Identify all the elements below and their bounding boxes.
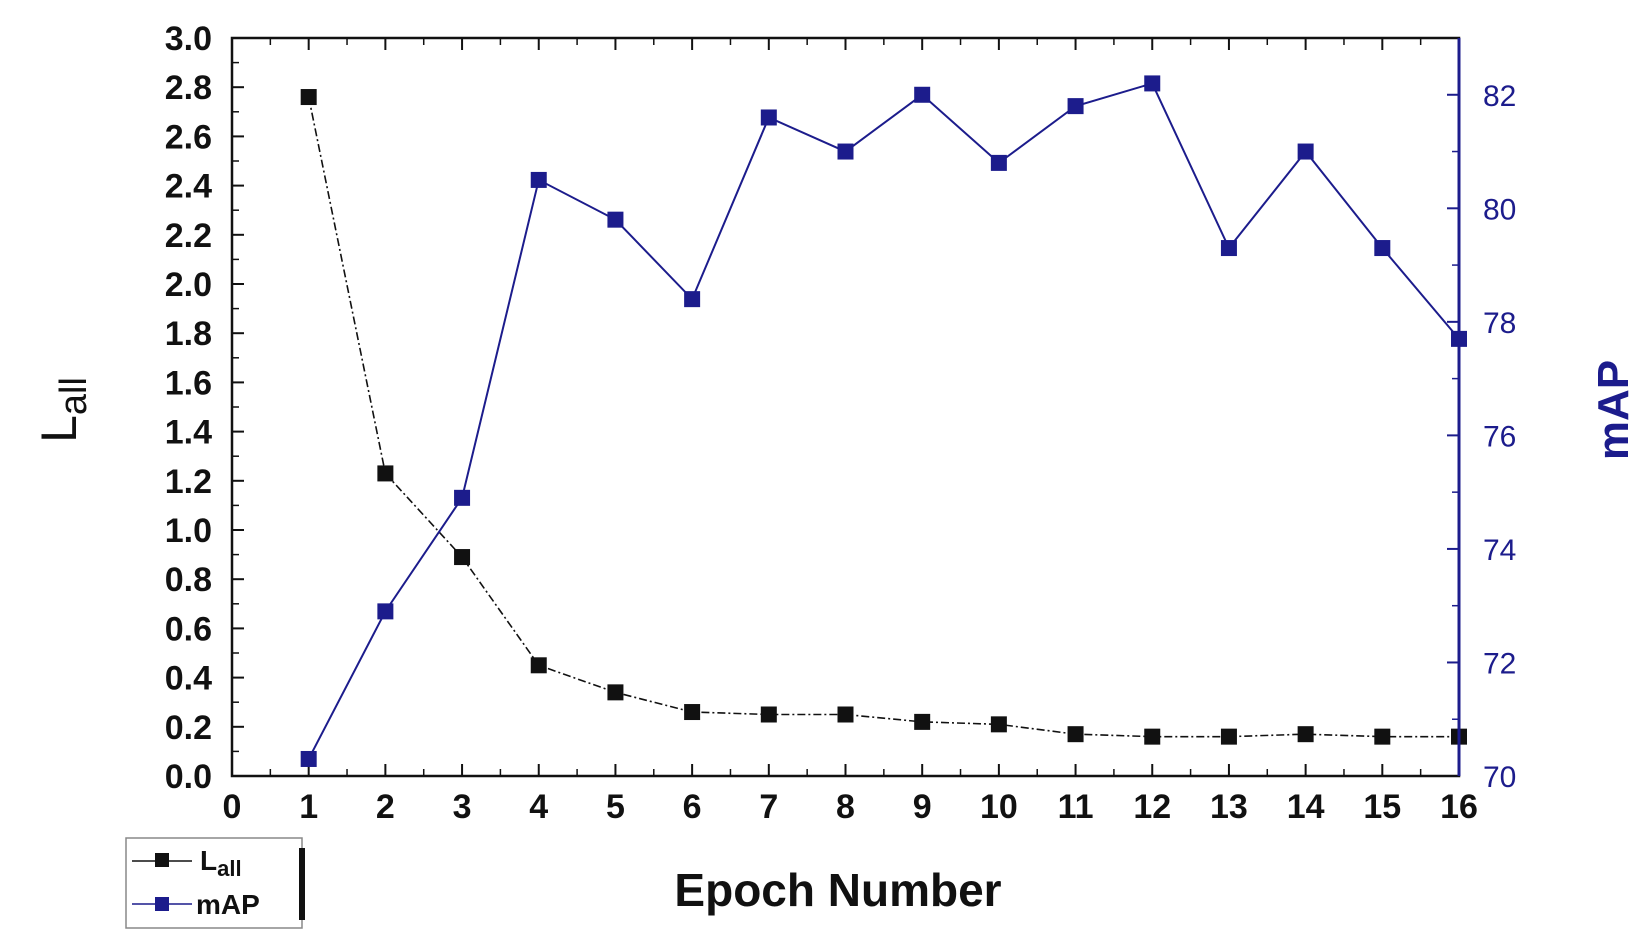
y-left-tick-label: 0.8 (165, 561, 212, 599)
x-tick-label: 15 (1363, 788, 1401, 826)
map-point (607, 211, 624, 228)
y-right-tick-label: 72 (1483, 647, 1516, 680)
y-right-tick-label: 76 (1483, 420, 1516, 453)
x-tick-label: 7 (759, 788, 778, 826)
x-tick-label: 5 (606, 788, 625, 826)
y-left-tick-label: 1.8 (165, 315, 212, 353)
x-tick-label: 8 (836, 788, 855, 826)
y-left-axis-label-main: L (31, 415, 87, 443)
lall-point (760, 706, 777, 723)
x-tick-label: 11 (1058, 788, 1094, 826)
y-right-tick-labels: 70 72 74 76 78 80 82 (1483, 80, 1516, 794)
y-left-tick-label: 2.8 (165, 69, 212, 107)
x-axis-label: Epoch Number (674, 864, 1001, 916)
lall-point (1220, 728, 1237, 745)
y-left-tick-label: 0.6 (165, 610, 212, 648)
lall-point (914, 713, 931, 730)
x-tick-label: 6 (683, 788, 702, 826)
y-left-axis-label-sub: all (53, 377, 95, 415)
map-point (914, 86, 931, 103)
legend-label-map: mAP (196, 889, 260, 920)
map-point (837, 143, 854, 160)
lall-point (1067, 726, 1084, 743)
x-tick-label: 12 (1133, 788, 1171, 826)
lall-point (454, 549, 471, 566)
map-point (1220, 240, 1237, 257)
y-left-tick-label: 2.2 (165, 217, 212, 255)
y-left-tick-label: 0.0 (165, 758, 212, 796)
lall-point (1297, 726, 1314, 743)
x-tick-label: 4 (529, 788, 548, 826)
map-point (300, 750, 317, 767)
lall-point (1144, 728, 1161, 745)
map-point (1067, 98, 1084, 115)
map-point (1374, 240, 1391, 257)
map-point (684, 291, 701, 308)
y-left-tick-label: 1.0 (165, 512, 212, 550)
map-point (1144, 75, 1161, 92)
x-tick-label: 13 (1210, 788, 1248, 826)
x-tick-label: 14 (1287, 788, 1325, 826)
lall-point (990, 716, 1007, 733)
y-right-tick-label: 78 (1483, 307, 1516, 340)
x-tick-label: 2 (376, 788, 395, 826)
x-tick-label: 1 (299, 788, 318, 826)
legend-marker-map (155, 897, 169, 911)
map-point (377, 603, 394, 620)
x-tick-label: 3 (453, 788, 472, 826)
y-right-tick-label: 80 (1483, 193, 1516, 226)
y-left-tick-label: 0.4 (165, 660, 212, 698)
y-left-tick-label: 1.6 (165, 364, 212, 402)
lall-point (530, 657, 547, 674)
y-left-tick-label: 0.2 (165, 709, 212, 747)
y-left-tick-labels: 0.0 0.2 0.4 0.6 0.8 1.0 1.2 1.4 1.6 1.8 2.0 2.2 2.4 2… (165, 20, 212, 796)
x-tick-labels: 0 1 2 3 4 5 6 7 8 9 10 11 12 13 14 15 16 (223, 788, 1478, 826)
legend-label-lall-main: L (200, 845, 217, 876)
legend-label-lall-sub: all (217, 856, 241, 881)
legend: Lall mAP (125, 837, 305, 929)
x-tick-label: 0 (223, 788, 242, 826)
map-point (990, 154, 1007, 171)
y-left-tick-label: 3.0 (165, 20, 212, 58)
map-point (454, 489, 471, 506)
legend-label-lall: Lall (200, 845, 242, 881)
lall-series-line (307, 96, 1459, 738)
y-right-tick-label: 82 (1483, 80, 1516, 113)
lall-point (837, 706, 854, 723)
y-left-tick-label: 2.6 (165, 118, 212, 156)
map-point (760, 109, 777, 126)
lall-point (1374, 728, 1391, 745)
map-series-line (307, 82, 1460, 760)
y-left-tick-label: 2.0 (165, 266, 212, 304)
y-right-tick-label: 74 (1483, 534, 1516, 567)
y-right-tick-label: 70 (1483, 761, 1516, 794)
y-left-tick-label: 1.4 (165, 414, 212, 452)
lall-point (607, 684, 624, 701)
x-tick-label: 16 (1440, 788, 1478, 826)
lall-point (684, 704, 701, 721)
x-tick-label: 9 (913, 788, 932, 826)
lall-point (300, 89, 317, 106)
legend-marker-lall (155, 853, 169, 867)
y-right-axis-label: mAP (1589, 360, 1638, 460)
x-tick-label: 10 (980, 788, 1018, 826)
y-left-tick-label: 2.4 (165, 168, 212, 206)
map-point (530, 171, 547, 188)
y-left-axis-label: Lall (31, 377, 95, 443)
map-point (1297, 143, 1314, 160)
lall-point (377, 465, 394, 482)
y-left-tick-label: 1.2 (165, 463, 212, 501)
